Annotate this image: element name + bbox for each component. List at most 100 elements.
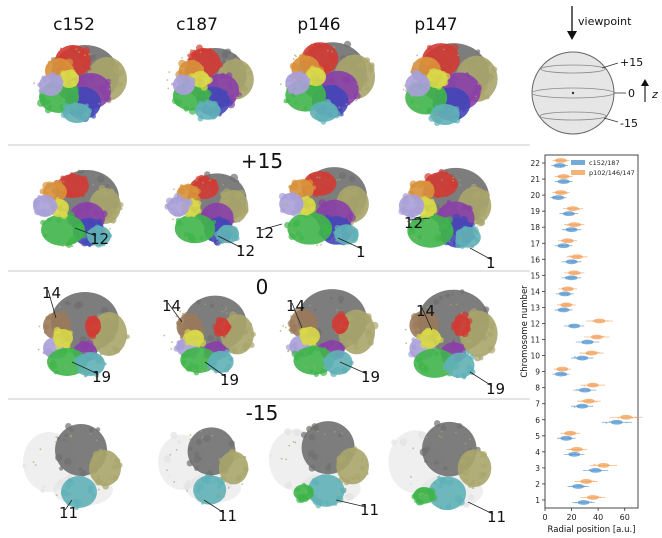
territory-speck [181,352,187,359]
territory-speck [447,362,453,368]
data-speck [560,244,563,247]
territory-speck [232,348,238,354]
territory-speck [98,102,101,105]
data-marker [572,484,585,489]
territory-speck [310,174,313,177]
territory-speck [484,94,490,100]
territory-speck [291,191,295,194]
territory-speck [240,83,243,86]
territory-speck [426,44,432,50]
territory-speck [305,187,312,194]
territory-speck [299,108,302,111]
data-speck [612,421,615,423]
annotation-leader [291,302,303,329]
data-point [564,270,585,276]
territory-speck [218,457,223,462]
y-tick-label: 12 [530,319,540,328]
territory-speck [413,62,415,65]
territory-speck [115,61,122,68]
territory-speck [331,59,336,63]
territory-speck [316,176,319,179]
data-speck [569,229,572,231]
territory-speck [451,293,454,296]
territory-speck [480,211,484,215]
territory-speck [309,200,312,203]
viewpoint-arrowhead [567,31,577,40]
data-speck [573,272,575,274]
territory-speck [455,332,460,337]
data-speck [565,228,568,231]
chromosome-number-label: 12 [404,214,423,232]
data-speck [561,191,564,194]
territory-speck [468,354,475,361]
territory-speck [419,307,422,309]
data-point [571,355,594,361]
data-speck [557,164,560,167]
data-speck [566,224,569,227]
data-point [551,163,569,168]
territory-speck [247,70,252,75]
territory-speck [208,100,217,109]
territory-speck [292,58,295,60]
territory-speck [185,236,188,239]
territory-speck [358,478,361,481]
annotation-leader [47,289,57,319]
territory-speck [292,343,298,349]
territory-speck [365,207,368,211]
territory-speck [304,55,311,61]
territory-speck [68,347,75,354]
territory-speck [55,494,58,497]
territory-speck [188,362,194,368]
territory-speck [42,181,51,190]
territory-speck [405,210,408,213]
territory-speck [172,188,175,191]
territory-speck [316,44,320,48]
territory-speck [345,76,351,82]
row-separators [8,144,530,400]
territory-speck [426,200,432,206]
territory-speck [340,432,343,435]
data-speck [558,309,560,312]
territory-speck [213,480,216,483]
territory-speck [75,211,80,216]
territory-speck [413,347,417,351]
territory-speck [478,481,480,484]
territory-speck [337,295,345,302]
data-speck [586,400,589,403]
territory-speck [212,220,217,224]
territory-speck [92,209,100,217]
territory-speck [40,195,49,203]
territory-speck [457,54,460,57]
territory-speck [467,451,474,458]
territory-speck [333,502,338,506]
data-speck [566,192,568,195]
data-speck [582,400,584,402]
territory-speck [33,203,39,209]
territory-speck [422,341,426,346]
chromosome-number-label: 11 [487,508,506,526]
territory-speck [87,67,92,71]
territory-speck [88,74,95,82]
data-speck [588,352,590,355]
territory-speck [188,447,193,452]
data-point [575,339,600,345]
data-speck [564,308,566,311]
z-axis-arrowhead [641,79,649,86]
data-speck [566,239,569,241]
territory-speck [404,328,407,331]
territory-speck [410,234,413,237]
territory-speck [307,349,314,356]
territory-speck [195,179,198,182]
territory-speck [86,328,94,337]
territory-speck [171,341,173,344]
territory-speck [118,202,124,208]
territory-speck [43,485,46,488]
territory-speck [413,206,421,214]
territory-speck [74,499,82,507]
territory-speck [481,60,485,64]
territory-speck [202,181,204,184]
territory-speck [461,204,467,211]
territory-speck [471,56,474,59]
territory-speck [37,82,42,88]
territory-speck [186,233,194,240]
